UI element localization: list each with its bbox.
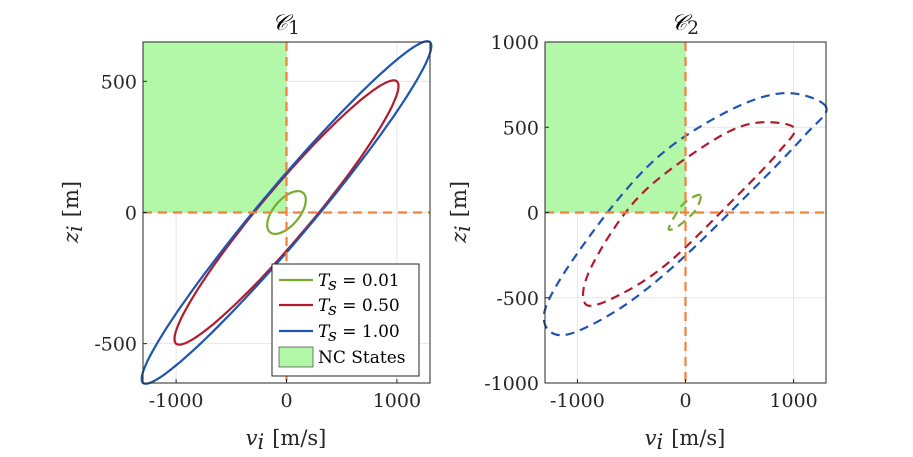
legend: Ts = 0.01 Ts = 0.50 Ts = 1.00 NC States <box>271 263 420 377</box>
panel-c2: -1000 0 1000 -1000 -500 0 500 1000 𝒞2 vi [m/s] z… <box>447 11 828 454</box>
chart-title: 𝒞2 <box>671 11 699 39</box>
x-axis-label: vi [m/s] <box>645 426 726 454</box>
panel-c1: -1000 0 1000 -500 0 500 𝒞1 vi [m/s] zi[m] Ts =… <box>59 11 433 454</box>
y-tick-label: 500 <box>101 71 137 93</box>
series-line-1 <box>581 121 796 307</box>
y-tick-label: 0 <box>527 203 539 225</box>
legend-label-ts-050: Ts = 0.50 <box>318 296 400 320</box>
y-tick-label: -500 <box>94 334 137 356</box>
tick-labels: -1000 0 1000 -1000 -500 0 500 1000 <box>484 32 818 412</box>
nc-states-region <box>143 42 287 213</box>
x-tick-label: -1000 <box>550 390 605 412</box>
tick-labels: -1000 0 1000 -500 0 500 <box>94 71 421 412</box>
legend-patch-nc-states <box>278 346 314 368</box>
y-tick-label: 500 <box>503 117 539 139</box>
x-tick-label: 1000 <box>769 390 817 412</box>
y-axis-label: zi[m] <box>59 181 87 244</box>
x-tick-label: 0 <box>280 390 292 412</box>
chart-title: 𝒞1 <box>272 11 300 39</box>
nc-states-area <box>143 42 287 213</box>
crosshair <box>143 42 430 383</box>
x-tick-label: 0 <box>679 390 691 412</box>
y-tick-label: 1000 <box>491 32 539 54</box>
nc-states-region <box>545 42 686 213</box>
y-tick-label: -500 <box>496 288 539 310</box>
series-line-1 <box>173 79 400 346</box>
x-tick-label: 1000 <box>373 390 421 412</box>
nc-states-area <box>545 42 686 213</box>
legend-label-ts-001: Ts = 0.01 <box>318 271 400 295</box>
y-tick-label: 0 <box>125 203 137 225</box>
x-axis-label: vi [m/s] <box>246 426 327 454</box>
legend-label-ts-100: Ts = 1.00 <box>318 322 400 346</box>
series-line-0 <box>667 193 702 232</box>
y-axis-label: zi[m] <box>447 181 475 244</box>
legend-label-nc-states: NC States <box>318 348 406 368</box>
crosshair <box>545 42 826 383</box>
x-tick-label: -1000 <box>149 390 204 412</box>
y-tick-label: -1000 <box>484 373 539 395</box>
